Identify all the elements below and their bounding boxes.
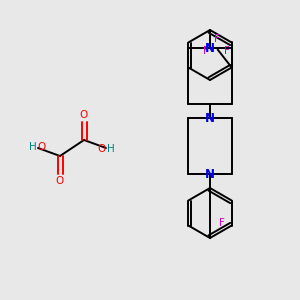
Text: N: N [205,112,215,124]
Text: H: H [29,142,37,152]
Text: F: F [219,218,225,229]
Text: O: O [38,142,46,152]
Text: F: F [214,34,220,44]
Text: O: O [80,110,88,120]
Text: F: F [224,46,230,56]
Text: N: N [205,167,215,181]
Text: O: O [98,144,106,154]
Text: H: H [107,144,115,154]
Text: N: N [205,41,215,55]
Text: O: O [56,176,64,186]
Text: F: F [203,46,208,56]
